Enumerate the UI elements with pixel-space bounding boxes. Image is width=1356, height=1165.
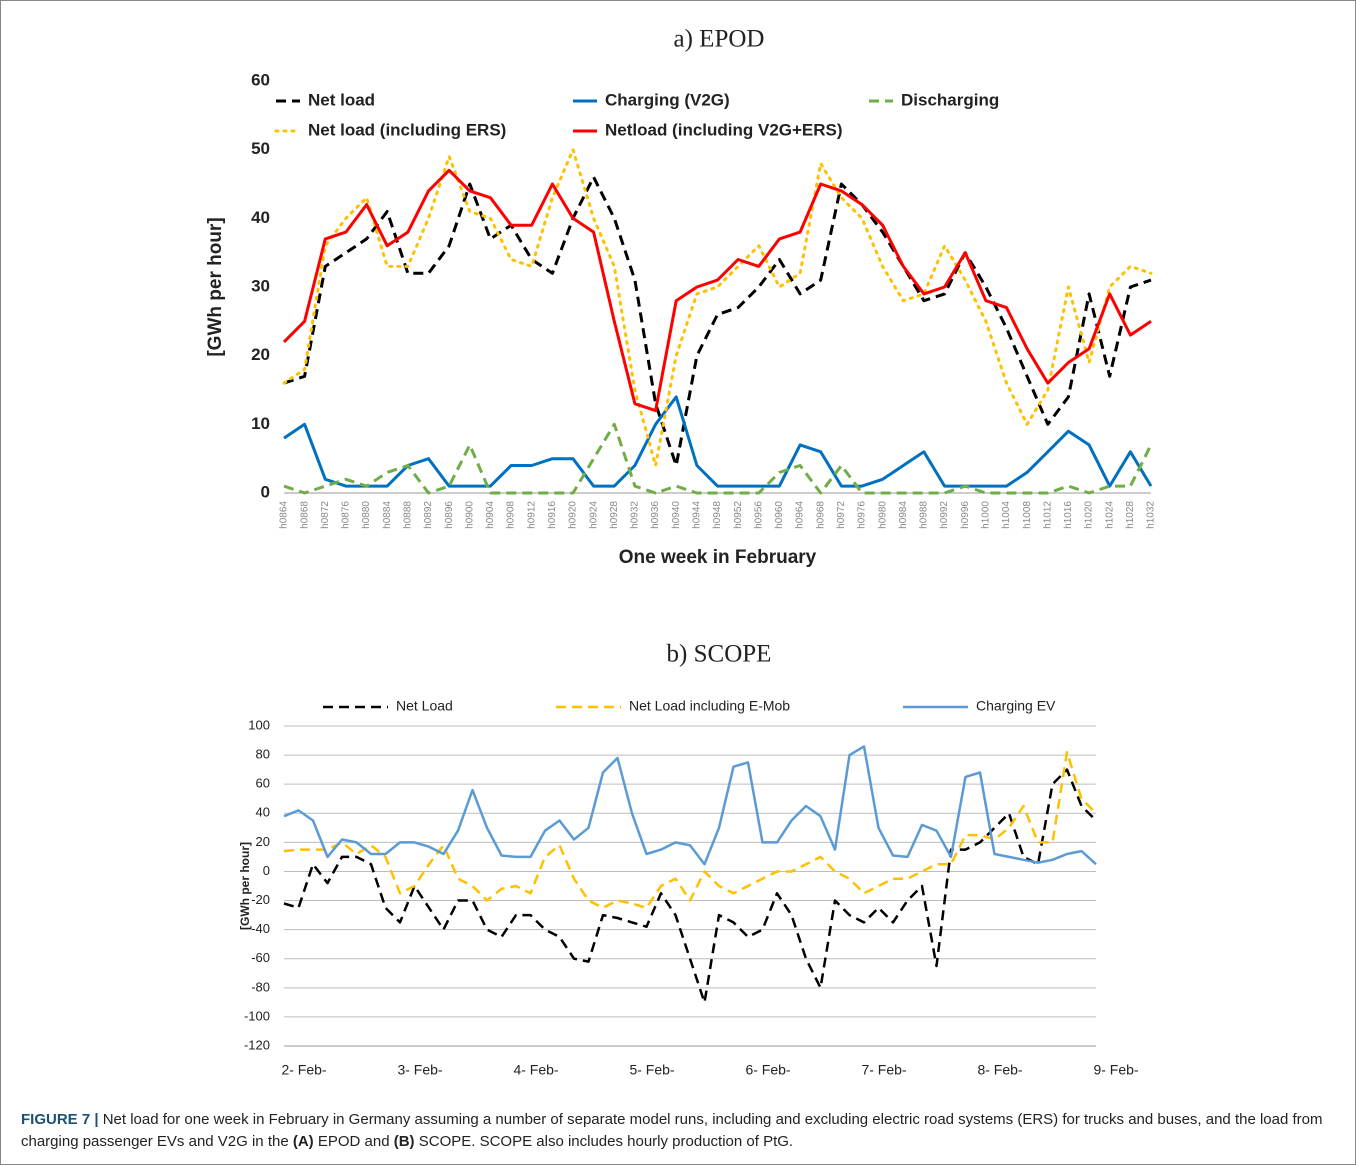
x-tick-label: h0920 [568, 501, 579, 529]
x-tick-label: 9- Feb- [1093, 1062, 1138, 1078]
x-tick-label: h0928 [609, 501, 620, 529]
y-tick-label: -100 [244, 1008, 270, 1023]
x-tick-label: h0988 [919, 501, 930, 529]
y-tick-label: -20 [251, 892, 270, 907]
y-tick-label: 50 [251, 139, 270, 158]
series-line [283, 395, 1153, 488]
x-tick-label: h0880 [361, 501, 372, 529]
y-tick-label: -120 [244, 1037, 270, 1052]
x-tick-label: h0932 [630, 501, 641, 529]
x-tick-label: h0916 [547, 501, 558, 529]
x-tick-label: h0944 [691, 501, 702, 529]
y-tick-label: 60 [251, 70, 270, 89]
y-axis-label: [GWh per hour] [238, 842, 252, 930]
y-tick-label: 80 [256, 747, 270, 762]
x-tick-label: h0984 [898, 501, 909, 529]
x-tick-label: h1012 [1042, 501, 1053, 529]
x-tick-label: h1028 [1125, 501, 1136, 529]
caption-text: SCOPE. SCOPE also includes hourly produc… [418, 1133, 794, 1150]
chart-title: b) SCOPE [667, 641, 772, 668]
caption-text: Net load for one week in February in Ger… [21, 1111, 1323, 1150]
x-tick-label: h0976 [857, 501, 868, 529]
x-tick-label: h0956 [753, 501, 764, 529]
x-tick-label: h0972 [836, 501, 847, 529]
x-tick-label: 8- Feb- [977, 1062, 1022, 1078]
x-tick-label: 7- Feb- [861, 1062, 906, 1078]
y-tick-label: -40 [251, 921, 270, 936]
y-tick-label: 40 [256, 805, 270, 820]
caption-label: FIGURE 7 | [21, 1111, 99, 1128]
x-tick-label: h1024 [1104, 501, 1115, 529]
legend-label: Net load (including ERS) [308, 120, 506, 139]
x-tick-label: h0892 [423, 501, 434, 529]
x-tick-label: h0992 [939, 501, 950, 529]
x-tick-label: h0900 [464, 501, 475, 529]
y-tick-label: 30 [251, 276, 270, 295]
x-tick-label: 2- Feb- [281, 1062, 326, 1078]
y-tick-label: 20 [251, 345, 270, 364]
legend-label: Charging (V2G) [605, 90, 730, 109]
y-axis-label: [GWh per hour] [205, 217, 226, 356]
x-tick-label: 4- Feb- [513, 1062, 558, 1078]
legend-label: Charging EV [976, 698, 1056, 714]
x-tick-label: h1016 [1063, 501, 1074, 529]
legend-label: Net Load [396, 698, 453, 714]
y-tick-label: 0 [261, 482, 270, 501]
x-tick-label: h1004 [1001, 501, 1012, 529]
x-tick-label: h0884 [382, 501, 393, 529]
x-axis-label: One week in February [619, 547, 817, 568]
caption: FIGURE 7 | Net load for one week in Febr… [21, 1109, 1331, 1153]
y-tick-label: 60 [256, 776, 270, 791]
series-line [283, 768, 1097, 1004]
y-tick-label: 0 [263, 863, 270, 878]
x-tick-label: h1032 [1146, 501, 1157, 529]
x-tick-label: h0868 [299, 501, 310, 529]
x-tick-label: h0948 [712, 501, 723, 529]
legend-label: Net load [308, 90, 375, 109]
x-tick-label: h0912 [526, 501, 537, 529]
series-line [282, 148, 1153, 467]
x-tick-label: h0952 [733, 501, 744, 529]
y-tick-label: 100 [248, 717, 270, 732]
x-tick-label: 5- Feb- [629, 1062, 674, 1078]
x-tick-label: h0908 [506, 501, 517, 529]
x-tick-label: h1008 [1022, 501, 1033, 529]
y-tick-label: -60 [251, 950, 270, 965]
x-tick-label: h0964 [795, 501, 806, 529]
x-tick-label: h1000 [980, 501, 991, 529]
x-tick-label: 6- Feb- [745, 1062, 790, 1078]
x-tick-label: h0904 [485, 501, 496, 529]
x-tick-label: h0896 [444, 501, 455, 529]
y-tick-label: 10 [251, 414, 270, 433]
x-tick-label: h0924 [588, 501, 599, 529]
y-tick-label: 20 [256, 834, 270, 849]
series-line [283, 422, 1153, 495]
x-tick-label: h0876 [341, 501, 352, 529]
series-line [283, 750, 1097, 910]
caption-ref: (A) [292, 1133, 314, 1150]
legend-label: Netload (including V2G+ERS) [605, 120, 843, 139]
legend-label: Net Load including E-Mob [629, 698, 790, 714]
x-tick-label: h0864 [279, 501, 290, 529]
x-tick-label: h0940 [671, 501, 682, 529]
series-line [282, 168, 1152, 413]
x-tick-label: h0936 [650, 501, 661, 529]
charts: a) EPOD 0 10 20 30 40 50 60 h0864 h0868 h0872 h0876… [205, 26, 1157, 1078]
x-tick-label: h0960 [774, 501, 785, 529]
series-line [283, 745, 1097, 866]
y-tick-label: 40 [251, 208, 270, 227]
x-tick-label: h0996 [960, 501, 971, 529]
chart-title: a) EPOD [674, 26, 765, 53]
x-tick-label: h0980 [877, 501, 888, 529]
x-tick-label: h1020 [1084, 501, 1095, 529]
x-tick-label: h0968 [815, 501, 826, 529]
x-tick-label: h0872 [320, 501, 331, 529]
caption-text: EPOD and [317, 1133, 390, 1150]
y-tick-label: -80 [251, 979, 270, 994]
caption-ref: (B) [393, 1133, 415, 1150]
legend-label: Discharging [901, 90, 999, 109]
x-tick-label: 3- Feb- [397, 1062, 442, 1078]
x-tick-label: h0888 [402, 501, 413, 529]
